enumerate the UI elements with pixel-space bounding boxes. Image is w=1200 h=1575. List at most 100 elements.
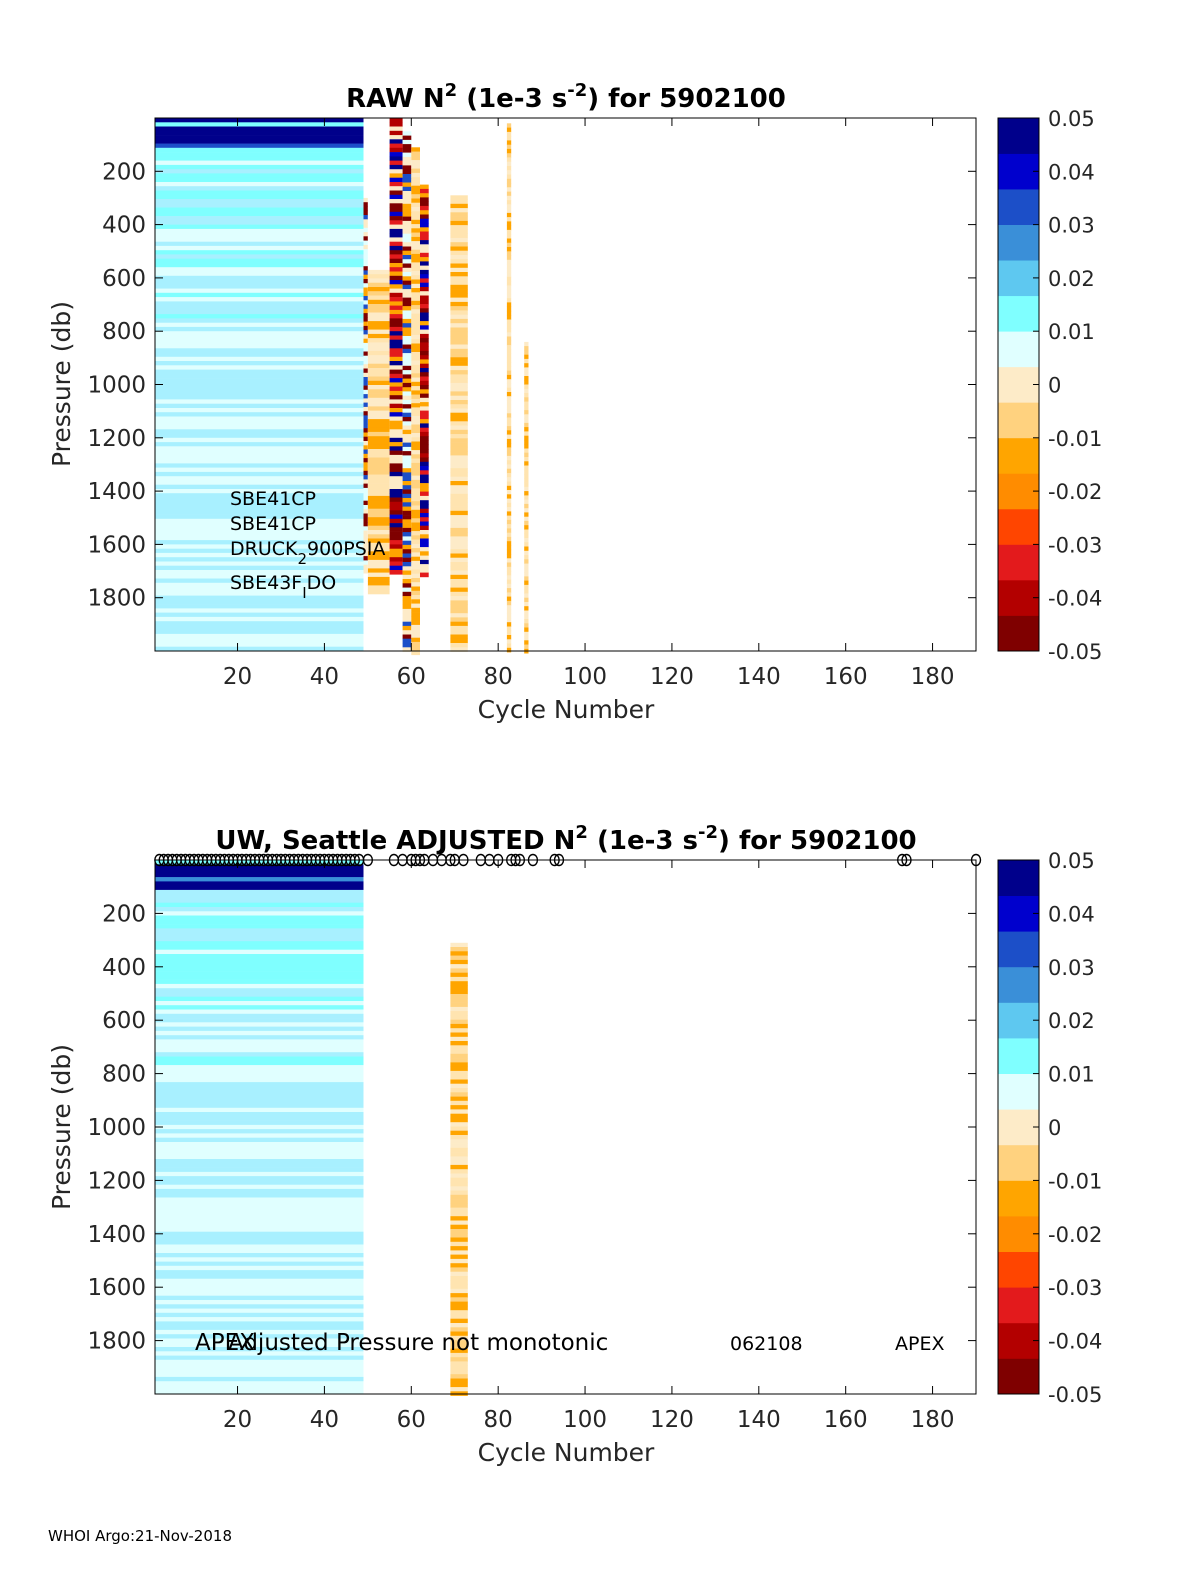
footer-credit: WHOI Argo:21-Nov-2018 (48, 1527, 232, 1545)
heatmap-cell (367, 525, 390, 531)
heatmap-cell (506, 234, 512, 239)
heatmap-cell (411, 271, 420, 276)
heatmap-cell (155, 118, 364, 123)
heatmap-cell (420, 265, 429, 271)
heatmap-cell (402, 144, 412, 149)
heatmap-cell (450, 284, 468, 290)
heatmap-cell (506, 618, 512, 623)
heatmap-cell (420, 350, 429, 356)
heatmap-cell (389, 497, 403, 503)
colorbar-segment (998, 508, 1039, 545)
heatmap-cell (155, 1338, 364, 1344)
heatmap-cell (450, 1049, 468, 1055)
heatmap-cell (411, 288, 420, 293)
heatmap-cell (367, 274, 390, 279)
y-tick-label: 200 (102, 901, 146, 927)
heatmap-cell (420, 248, 429, 254)
heatmap-cell (402, 613, 412, 618)
heatmap-cell (402, 502, 412, 507)
heatmap-cell (524, 388, 529, 394)
heatmap-cell (155, 1201, 364, 1207)
heatmap-cell (524, 435, 529, 441)
heatmap-cell (450, 1169, 468, 1174)
heatmap-cell (420, 572, 429, 578)
heatmap-cell (402, 182, 412, 188)
heatmap-cell (402, 583, 412, 588)
heatmap-cell (155, 642, 364, 648)
heatmap-cell (389, 216, 403, 221)
heatmap-cell (506, 212, 512, 218)
heatmap-cell (367, 278, 390, 283)
heatmap-cell (402, 643, 412, 648)
heatmap-cell (155, 203, 364, 208)
heatmap-cell (450, 1357, 468, 1362)
heatmap-cell (450, 1297, 468, 1302)
heatmap-cell (155, 442, 364, 447)
heatmap-cell (506, 276, 512, 282)
heatmap-cell (389, 390, 403, 396)
heatmap-cell (420, 329, 429, 335)
heatmap-cell (363, 274, 368, 280)
heatmap-cell (411, 232, 420, 238)
heatmap-cell (450, 1241, 468, 1247)
heatmap-cell (420, 244, 429, 249)
heatmap-cell (450, 472, 468, 477)
adjusted-heatmap (155, 860, 468, 1396)
heatmap-cell (155, 484, 364, 490)
heatmap-cell (389, 425, 403, 430)
heatmap-cell (155, 1351, 364, 1356)
colorbar-tick-label: -0.01 (1048, 1169, 1102, 1193)
heatmap-cell (506, 647, 512, 653)
heatmap-cell (411, 245, 420, 250)
heatmap-cell (506, 289, 512, 295)
heatmap-cell (367, 547, 390, 552)
heatmap-cell (367, 513, 390, 518)
heatmap-cell (524, 341, 529, 347)
y-tick-label: 1000 (87, 373, 146, 399)
heatmap-cell (389, 463, 403, 468)
colorbar-segment (998, 224, 1039, 261)
heatmap-cell (506, 566, 512, 572)
adjusted-colorbar: 0.05 0.04 0.03 0.02 0.01 0 -0.01 -0.02 -0.03 -0.0… (997, 849, 1102, 1407)
raw-x-tick-labels: 20 40 60 80 100 120 140 160 180 (223, 664, 955, 690)
heatmap-cell (389, 203, 403, 208)
heatmap-cell (155, 1018, 364, 1023)
heatmap-cell (389, 284, 403, 289)
heatmap-cell (367, 287, 390, 292)
heatmap-cell (155, 429, 364, 434)
heatmap-cell (155, 416, 364, 422)
heatmap-cell (363, 355, 368, 361)
heatmap-cell (155, 941, 364, 946)
heatmap-cell (155, 928, 364, 933)
heatmap-cell (450, 1058, 468, 1063)
heatmap-cell (402, 293, 412, 298)
heatmap-cell (363, 530, 368, 536)
heatmap-cell (506, 494, 512, 499)
heatmap-cell (155, 160, 364, 166)
heatmap-cell (363, 458, 368, 463)
colorbar-tick-label: -0.02 (1048, 480, 1102, 504)
colorbar-segment (998, 1144, 1039, 1181)
colorbar-segment (998, 1216, 1039, 1252)
heatmap-cell (402, 621, 412, 627)
heatmap-cell (389, 135, 403, 140)
heatmap-cell (402, 203, 412, 209)
colorbar-segment (998, 966, 1039, 1003)
heatmap-cell (155, 1223, 364, 1228)
heatmap-cell (367, 508, 390, 514)
heatmap-cell (155, 966, 364, 972)
heatmap-cell (411, 249, 420, 255)
heatmap-cell (420, 304, 429, 309)
heatmap-cell (420, 470, 429, 475)
heatmap-cell (155, 493, 364, 498)
adjusted-panel: UW, Seattle ADJUSTED N2 (1e-3 s-2) for 5… (47, 822, 1102, 1467)
heatmap-cell (155, 996, 364, 1002)
heatmap-cell (155, 1163, 364, 1168)
heatmap-cell (506, 519, 512, 525)
heatmap-cell (411, 437, 420, 442)
heatmap-cell (450, 199, 468, 205)
heatmap-cell (155, 557, 364, 562)
heatmap-cell (389, 378, 403, 383)
heatmap-cell (450, 1070, 468, 1076)
heatmap-cell (524, 542, 529, 547)
